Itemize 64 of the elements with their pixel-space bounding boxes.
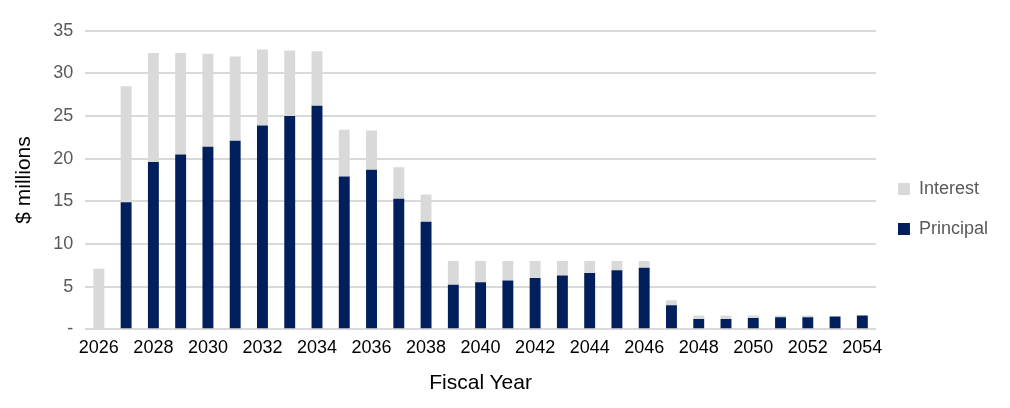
x-tick-label: 2036 (351, 336, 392, 357)
bar (611, 270, 623, 329)
x-tick-label: 2040 (460, 336, 501, 357)
bar (475, 260, 487, 283)
x-tick-label: 2032 (242, 336, 283, 357)
x-tick-label: 2026 (78, 336, 119, 357)
bar (502, 260, 514, 281)
y-tick-label: 25 (53, 105, 74, 126)
bar (802, 317, 814, 329)
bar (447, 284, 459, 329)
bar (829, 316, 841, 329)
y-tick-label: - (67, 318, 74, 339)
bar (556, 260, 568, 276)
x-tick-label: 2054 (842, 336, 883, 357)
x-tick-label: 2048 (678, 336, 719, 357)
bar (202, 146, 214, 329)
y-tick-label: 5 (63, 275, 74, 296)
y-tick-label: 20 (53, 147, 74, 168)
x-tick-label: 2042 (515, 336, 556, 357)
bar (393, 167, 405, 199)
bar (529, 260, 541, 279)
bar (638, 267, 650, 329)
bar (229, 140, 241, 329)
bar (611, 260, 623, 271)
bar (257, 125, 268, 329)
bar (747, 318, 759, 329)
x-tick-label: 2034 (296, 336, 338, 357)
x-tick-label: 2044 (569, 336, 610, 357)
bar (147, 162, 159, 329)
bar (393, 198, 405, 329)
bar (856, 315, 868, 329)
bar (666, 300, 677, 306)
bar (584, 260, 596, 273)
bar (556, 275, 568, 329)
bar (666, 305, 677, 329)
bar (284, 116, 296, 329)
x-axis-title: Fiscal Year (429, 370, 532, 394)
legend-label: Interest (918, 177, 979, 198)
bar (120, 202, 132, 329)
bar (366, 169, 377, 329)
y-axis-title: $ millions (11, 136, 35, 224)
bar (475, 282, 487, 329)
bar (584, 272, 596, 329)
bar (693, 318, 705, 329)
y-tick-label: 30 (53, 62, 74, 83)
x-tick-label: 2028 (133, 336, 174, 357)
y-tick-label: 35 (53, 19, 74, 40)
bar (502, 280, 514, 329)
x-tick-label: 2038 (406, 336, 447, 357)
bar (638, 260, 650, 268)
x-tick-label: 2050 (733, 336, 774, 357)
bar (420, 221, 432, 329)
y-tick-label: 10 (53, 232, 74, 253)
bar (775, 317, 786, 329)
bar (311, 105, 323, 329)
bar (338, 176, 350, 329)
x-tick-label: 2052 (787, 336, 828, 357)
x-tick-label: 2046 (624, 336, 665, 357)
bar (529, 278, 541, 329)
bar (175, 154, 187, 329)
bar (447, 260, 459, 285)
legend-label: Principal (918, 217, 988, 238)
x-tick-label: 2030 (187, 336, 228, 357)
y-tick-label: 15 (53, 190, 74, 211)
